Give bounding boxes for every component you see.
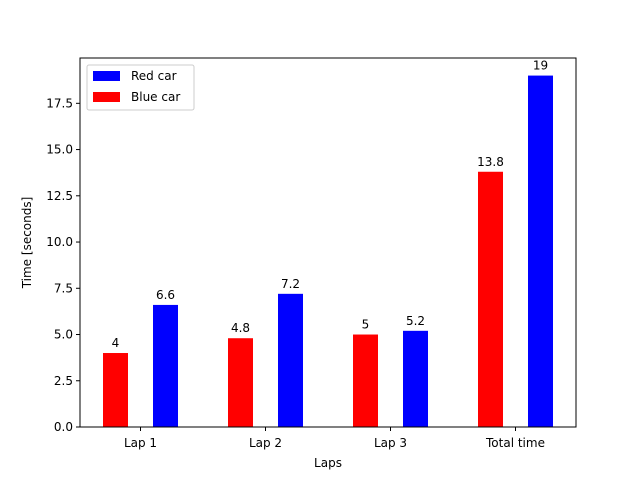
bar bbox=[478, 171, 503, 427]
legend-swatch bbox=[93, 71, 120, 81]
bar bbox=[103, 353, 128, 427]
data-labels-group: 4 4.8 5 13.8 6.6 7.2 5.2 19 bbox=[112, 59, 548, 350]
x-tick-label: Lap 1 bbox=[124, 436, 157, 450]
x-tick-label: Lap 3 bbox=[374, 436, 407, 450]
data-label: 4 bbox=[112, 336, 120, 350]
legend-label: Red car bbox=[131, 69, 177, 83]
x-axis-label: Laps bbox=[314, 456, 342, 470]
y-tick-label: 2.5 bbox=[54, 374, 73, 388]
y-tick-label: 10.0 bbox=[46, 235, 73, 249]
y-axis-label: Time [seconds] bbox=[20, 197, 34, 290]
legend-label: Blue car bbox=[131, 90, 180, 104]
y-tick-label: 5.0 bbox=[54, 328, 73, 342]
y-tick-label: 7.5 bbox=[54, 281, 73, 295]
bar bbox=[353, 334, 378, 427]
data-label: 7.2 bbox=[281, 277, 300, 291]
legend-swatch bbox=[93, 92, 120, 102]
bar bbox=[278, 293, 303, 427]
x-tick-label: Total time bbox=[485, 436, 545, 450]
data-label: 13.8 bbox=[477, 155, 504, 169]
x-tick-label: Lap 2 bbox=[249, 436, 282, 450]
bar bbox=[528, 75, 553, 428]
data-label: 5 bbox=[362, 318, 370, 332]
y-tick-label: 0.0 bbox=[54, 420, 73, 434]
bars-group bbox=[103, 75, 553, 428]
plot-frame bbox=[79, 57, 577, 428]
x-axis: Lap 1 Lap 2 Lap 3 Total time bbox=[124, 427, 545, 450]
y-tick-label: 12.5 bbox=[46, 189, 73, 203]
legend: Red car Blue car bbox=[86, 64, 195, 111]
bar bbox=[403, 330, 428, 427]
y-axis: 0.0 2.5 5.0 7.5 10.0 12.5 15.0 17.5 bbox=[46, 96, 80, 434]
y-tick-label: 15.0 bbox=[46, 143, 73, 157]
y-tick-label: 17.5 bbox=[46, 96, 73, 110]
bar bbox=[153, 304, 178, 427]
data-label: 4.8 bbox=[231, 321, 250, 335]
data-label: 5.2 bbox=[406, 314, 425, 328]
data-label: 19 bbox=[533, 59, 548, 73]
bar bbox=[228, 338, 253, 427]
data-label: 6.6 bbox=[156, 288, 175, 302]
